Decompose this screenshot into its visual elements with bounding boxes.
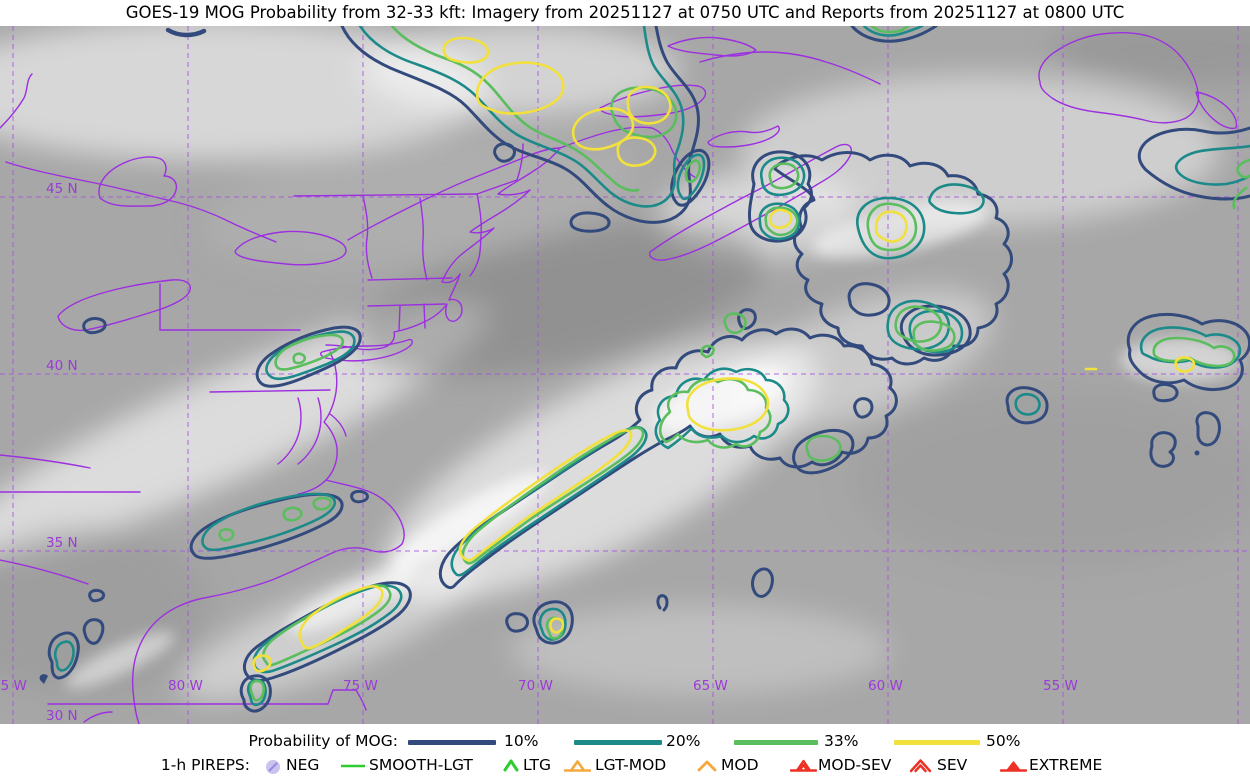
- grid-labels: 45 N 40 N 35 N 30 N 85 W 80 W 75 W 70 W …: [0, 181, 1078, 724]
- prob-10-label: 10%: [504, 732, 539, 750]
- pirep-smooth-lgt-label: SMOOTH-LGT: [369, 756, 473, 774]
- lat-label-35n: 35 N: [46, 535, 78, 551]
- pirep-mod-label: MOD: [721, 756, 759, 774]
- legend-pireps-row: 1-h PIREPS: NEG SMOOTH-LGT LTG: [0, 755, 1250, 779]
- pirep-sev-label: SEV: [937, 756, 968, 774]
- contours-50pct: [252, 36, 1196, 673]
- prob-20-label: 20%: [666, 732, 701, 750]
- pirep-mod-icon: [696, 757, 718, 775]
- pirep-ltg-icon: [502, 757, 520, 775]
- prob-50-label: 50%: [986, 732, 1021, 750]
- lon-label-80w: 80 W: [168, 678, 203, 694]
- pirep-extreme-icon: [1000, 757, 1027, 775]
- satellite-imagery: [0, 26, 1250, 724]
- prob-20-swatch: [574, 740, 662, 745]
- pirep-neg-icon: [264, 758, 282, 776]
- pirep-ltg-label: LTG: [523, 756, 551, 774]
- pirep-lgt-mod-label: LGT-MOD: [595, 756, 667, 774]
- pirep-smooth-lgt-icon: [340, 757, 366, 775]
- prob-33-swatch: [734, 740, 818, 745]
- latlon-grid: [0, 26, 1250, 724]
- prob-50-swatch: [894, 740, 980, 745]
- legend: Probability of MOG: 10% 20% 33% 50% 1-h …: [0, 724, 1250, 782]
- lat-label-40n: 40 N: [46, 358, 78, 374]
- legend-probability-row: Probability of MOG: 10% 20% 33% 50%: [0, 731, 1250, 755]
- pirep-lgt-mod-icon: [564, 757, 591, 775]
- prob-10-swatch: [408, 740, 496, 745]
- satellite-map: 45 N 40 N 35 N 30 N 85 W 80 W 75 W 70 W …: [0, 26, 1250, 724]
- contours-33pct: [218, 26, 1250, 702]
- pirep-extreme-label: EXTREME: [1029, 756, 1103, 774]
- pirep-sev-icon: [908, 757, 933, 775]
- probability-legend-title: Probability of MOG:: [248, 732, 398, 750]
- lon-label-60w: 60 W: [868, 678, 903, 694]
- contours-10pct: [39, 26, 1250, 713]
- lat-label-30n: 30 N: [46, 708, 78, 724]
- lon-label-85w: 85 W: [0, 678, 27, 694]
- pirep-neg-label: NEG: [286, 756, 320, 774]
- pirep-mod-sev-icon: [790, 757, 817, 775]
- page-title: GOES-19 MOG Probability from 32-33 kft: …: [125, 3, 1125, 22]
- geography-outlines: [0, 31, 1238, 724]
- prob-33-label: 33%: [824, 732, 859, 750]
- lat-label-45n: 45 N: [46, 181, 78, 197]
- pireps-legend-title: 1-h PIREPS:: [160, 756, 250, 774]
- lon-label-65w: 65 W: [693, 678, 728, 694]
- lon-label-70w: 70 W: [518, 678, 553, 694]
- map-canvas: 45 N 40 N 35 N 30 N 85 W 80 W 75 W 70 W …: [0, 26, 1250, 724]
- lon-label-55w: 55 W: [1043, 678, 1078, 694]
- pirep-mod-sev-label: MOD-SEV: [818, 756, 892, 774]
- lon-label-75w: 75 W: [343, 678, 378, 694]
